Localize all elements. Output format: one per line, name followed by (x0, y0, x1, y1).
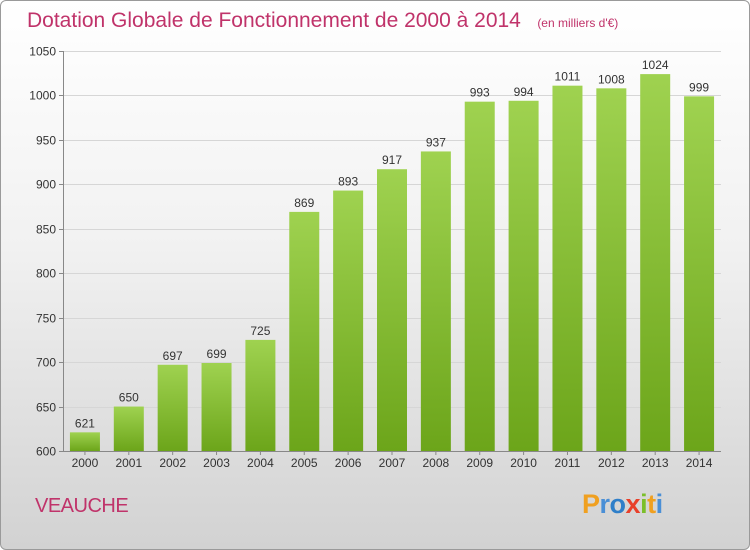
y-tick-label: 950 (36, 134, 56, 148)
data-label: 937 (426, 135, 446, 149)
x-tick-label: 2010 (510, 456, 537, 470)
bar (377, 169, 407, 451)
bar (69, 432, 100, 451)
y-tick-label: 700 (36, 356, 56, 370)
commune-name: VEAUCHE (35, 495, 129, 517)
bar (420, 151, 451, 451)
data-label: 725 (250, 324, 270, 338)
data-label: 1011 (555, 70, 581, 84)
y-tick-label: 750 (36, 312, 56, 326)
bar (464, 101, 495, 452)
x-tick-label: 2009 (466, 456, 493, 470)
data-label: 893 (338, 175, 358, 189)
logo-letter: r (599, 489, 611, 519)
logo-letter: x (625, 489, 641, 519)
x-tick-label: 2008 (423, 456, 450, 470)
x-tick-label: 2011 (555, 456, 581, 470)
y-tick-label: 1050 (29, 45, 56, 59)
labels: 621 650 697 699 725 869 893 917 937 993 994 1011 100… (75, 58, 709, 430)
data-label: 699 (207, 347, 227, 361)
logo-letter: i (655, 489, 664, 519)
data-label: 650 (119, 391, 139, 405)
logo-letter: P (582, 489, 600, 519)
logo-letter: o (609, 489, 627, 519)
bar (552, 85, 583, 452)
x-tick-label: 2001 (115, 456, 142, 470)
logo-letter: t (647, 489, 656, 519)
x-tick-label: 2002 (159, 456, 186, 470)
y-tick-label: 650 (36, 401, 56, 415)
bar (333, 190, 364, 452)
chart-title: Dotation Globale de Fonctionnement de 20… (27, 9, 521, 32)
data-label: 994 (514, 85, 534, 99)
x-tick-label: 2007 (379, 456, 406, 470)
bar (508, 100, 539, 452)
bar (113, 406, 144, 451)
chart-subtitle: (en milliers d'€) (537, 16, 619, 30)
x-tick-label: 2013 (642, 456, 669, 470)
x-tick-label: 2006 (335, 456, 362, 470)
x-tick-label: 2004 (247, 456, 274, 470)
title-row: Dotation Globale de Fonctionnement de 20… (27, 9, 618, 33)
bar (640, 74, 671, 451)
data-label: 1024 (642, 58, 669, 72)
y-tick-label: 850 (36, 223, 56, 237)
bar (596, 88, 627, 451)
x-tick-label: 2003 (203, 456, 230, 470)
bar (684, 96, 715, 451)
x-tick-label: 2000 (72, 456, 99, 470)
y-tick-label: 800 (36, 267, 56, 281)
y-tick-label: 900 (36, 178, 56, 192)
data-label: 993 (470, 86, 490, 100)
data-label: 621 (75, 416, 95, 430)
bar (289, 211, 320, 451)
data-label: 1008 (598, 72, 625, 86)
bar (201, 363, 232, 451)
x-tick-label: 2014 (686, 456, 713, 470)
y-tick-label: 1000 (29, 89, 56, 103)
bar (157, 364, 188, 451)
data-label: 999 (689, 80, 709, 94)
proxiti-logo: Proxiti (582, 489, 663, 520)
axes: 600 650 700 750 800 850 900 950 1000 1050 2000 2001… (29, 45, 721, 470)
data-label: 697 (163, 349, 183, 363)
y-tick-label: 600 (36, 445, 56, 459)
bar (245, 339, 276, 451)
data-label: 869 (294, 196, 314, 210)
bars (69, 74, 715, 452)
x-tick-label: 2005 (291, 456, 318, 470)
logo-letter: i (640, 489, 648, 519)
data-label: 917 (382, 153, 402, 167)
x-tick-label: 2012 (598, 456, 625, 470)
